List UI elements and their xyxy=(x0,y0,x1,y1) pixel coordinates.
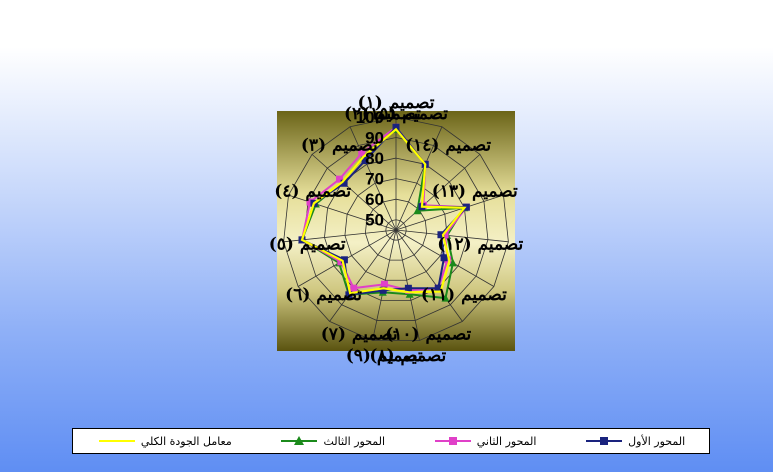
category-label: تصميم (٨) xyxy=(369,346,446,366)
category-label: تصميم (٦) xyxy=(285,285,362,305)
legend: المحور الأول المحور الثاني المحور الثالث مع… xyxy=(72,428,710,454)
grid-spoke xyxy=(395,229,509,243)
data-point xyxy=(306,198,314,206)
data-point xyxy=(441,231,449,239)
category-label: تصميم (٥) xyxy=(269,234,346,254)
grid-spoke xyxy=(395,154,481,231)
data-point xyxy=(392,123,400,131)
data-point xyxy=(336,175,344,183)
grid-ring xyxy=(283,116,509,341)
data-point xyxy=(340,256,348,264)
data-point xyxy=(379,286,387,294)
data-point xyxy=(444,256,452,264)
r-tick-label: 70 xyxy=(365,170,384,189)
grid-ring xyxy=(344,178,448,281)
data-point xyxy=(440,254,448,262)
grid-spoke xyxy=(288,194,397,231)
data-point xyxy=(358,149,366,157)
data-point xyxy=(413,206,422,215)
data-point xyxy=(337,258,345,266)
category-labels: تصميم (١)تصميم (١٥) تصميم (١٤) تصميم (١٣) ت… xyxy=(269,93,524,366)
data-point xyxy=(380,280,388,288)
category-label: تصميم (٤) xyxy=(274,181,351,201)
category-label: تصميم (٩) xyxy=(346,346,423,366)
legend-label: المحور الثالث xyxy=(323,434,386,448)
r-tick-label: 60 xyxy=(365,190,384,209)
grid-spoke xyxy=(349,126,397,231)
series-line xyxy=(300,127,467,295)
data-point xyxy=(345,291,353,299)
legend-label: المحور الثاني xyxy=(476,434,537,448)
category-label: تصميم (٣) xyxy=(301,135,378,155)
legend-swatch xyxy=(281,436,318,445)
r-tick-label: 100 xyxy=(356,108,384,127)
data-point xyxy=(404,284,412,292)
legend-label: المحور الأول xyxy=(628,434,686,448)
data-point xyxy=(448,258,457,267)
category-label: تصميم (٧) xyxy=(321,325,398,345)
category-label: تصميم (١٢) xyxy=(437,234,523,254)
grid-ring xyxy=(364,198,428,261)
legend-label: معامل الجودة الكلي xyxy=(140,434,232,448)
r-tick-label: 90 xyxy=(365,129,384,148)
category-label: تصميم (١٣) xyxy=(432,181,518,201)
grid-ring xyxy=(324,157,468,301)
data-point xyxy=(405,290,414,298)
data-point xyxy=(441,294,450,302)
data-point xyxy=(350,284,358,292)
category-label: تصميم (١١) xyxy=(421,285,507,305)
category-label: تصميم (١٥) xyxy=(362,104,448,124)
legend-swatch xyxy=(98,440,135,442)
category-label: تصميم (١٤) xyxy=(405,135,491,155)
r-tick-label: 50 xyxy=(365,211,384,230)
data-point xyxy=(434,284,442,292)
data-point xyxy=(437,231,445,239)
grid-ring xyxy=(385,219,407,241)
category-label: تصميم (١) xyxy=(358,93,435,113)
legend-item: المحور الثالث xyxy=(279,435,385,448)
grid-spoke xyxy=(395,126,443,231)
category-label: تصميم (٢) xyxy=(344,104,421,124)
series-4 xyxy=(300,127,467,295)
legend-item: المحور الأول xyxy=(584,435,685,448)
legend-swatch xyxy=(586,437,623,445)
grid-spoke xyxy=(311,154,397,231)
legend-swatch xyxy=(434,437,471,445)
category-label: تصميم (١٠) xyxy=(385,325,471,345)
data-point xyxy=(462,203,470,211)
grid-ring xyxy=(303,137,489,321)
data-point xyxy=(340,179,348,187)
grid-spoke xyxy=(395,229,463,322)
grid-spoke xyxy=(329,229,397,322)
data-point xyxy=(361,157,369,165)
series-layer xyxy=(298,123,470,302)
grid-spoke xyxy=(395,194,504,231)
r-tick-label: 80 xyxy=(365,149,384,168)
legend-item: المحور الثاني xyxy=(433,434,537,448)
legend-item: معامل الجودة الكلي xyxy=(97,435,232,448)
